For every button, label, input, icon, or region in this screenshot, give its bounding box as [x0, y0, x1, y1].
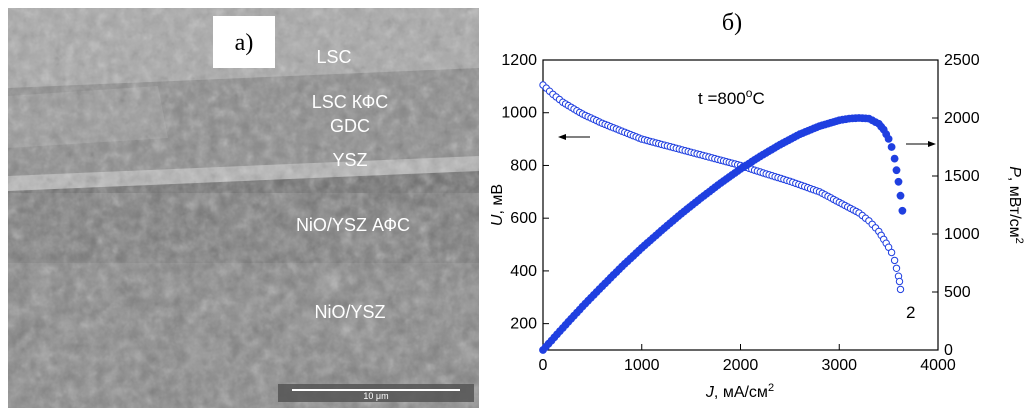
power-point	[896, 191, 905, 200]
series-power	[539, 114, 907, 354]
y2-tick-label: 1000	[944, 226, 980, 243]
x-tick-label: 1000	[624, 357, 660, 374]
voltage-point	[895, 277, 904, 286]
x-tick-label: 3000	[821, 357, 857, 374]
power-point	[887, 143, 896, 151]
y2-tick-label: 2000	[944, 110, 980, 127]
curve-label: 2	[906, 303, 915, 322]
voltage-point	[887, 248, 896, 257]
y-axis-left: 200 400 600 800 1000 1200	[501, 52, 549, 333]
layer-label-ysz: YSZ	[332, 150, 367, 170]
x-axis-label: J, мА/см2	[705, 382, 774, 401]
scale-bar-box	[278, 384, 474, 402]
power-point	[894, 177, 903, 186]
panel-a-label-box	[213, 16, 275, 68]
power-point	[898, 206, 907, 215]
iv-chart: б) 0 1000 2000 3000 4000 200 400 600 800 1000 120…	[489, 10, 1024, 401]
temperature-annotation: t =800oC	[698, 86, 765, 108]
arrow-right-icon	[906, 141, 936, 147]
y-tick-label: 200	[510, 316, 537, 333]
y2-tick-label: 500	[944, 284, 971, 301]
y2-tick-label: 0	[944, 342, 953, 359]
y2-tick-label: 2500	[944, 52, 980, 69]
power-point	[884, 134, 893, 143]
y-tick-label: 800	[510, 157, 537, 174]
layer-label-lsc-kfs: LSC КФС	[312, 92, 389, 112]
power-point	[890, 154, 899, 163]
panel-a-label: a)	[235, 30, 254, 56]
layer-label-nio-ysz-afs: NiO/YSZ АФС	[296, 215, 410, 235]
y2-axis-label: P, мВт/см2	[1006, 166, 1024, 244]
series-voltage	[539, 81, 905, 294]
panel-b-label: б)	[722, 10, 742, 36]
y-axis-right: 0 500 1000 1500 2000 2500	[932, 52, 980, 359]
voltage-point	[896, 285, 905, 294]
voltage-point	[890, 256, 899, 265]
y-tick-label: 400	[510, 263, 537, 280]
x-tick-label: 2000	[723, 357, 759, 374]
power-point	[892, 166, 901, 175]
y-tick-label: 1000	[501, 105, 537, 122]
arrow-left-icon	[558, 134, 590, 140]
sem-image: a) LSC LSC КФС GDC YSZ NiO/YSZ АФС NiO/Y…	[8, 8, 479, 408]
y-tick-label: 600	[510, 210, 537, 227]
layer-label-gdc: GDC	[330, 116, 370, 136]
x-tick-label: 0	[539, 357, 548, 374]
scale-bar-label: 10 μm	[363, 391, 388, 401]
layer-label-lsc: LSC	[316, 47, 351, 67]
y2-tick-label: 1500	[944, 168, 980, 185]
sem-micrograph: a) LSC LSC КФС GDC YSZ NiO/YSZ АФС NiO/Y…	[8, 8, 479, 408]
voltage-point	[892, 264, 901, 272]
layer-label-nio-ysz: NiO/YSZ	[314, 302, 385, 322]
x-axis: 0 1000 2000 3000 4000	[539, 344, 956, 374]
y-tick-label: 1200	[501, 52, 537, 69]
y-axis-label: U, мВ	[489, 184, 506, 226]
x-tick-label: 4000	[920, 357, 956, 374]
